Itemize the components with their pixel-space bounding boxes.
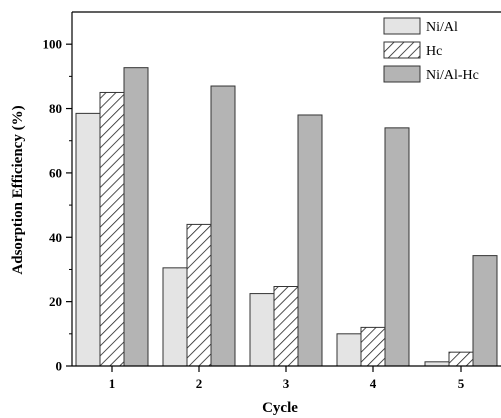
legend-swatch-ni-al [383,17,421,35]
bar-hc-cycle-5 [448,351,474,367]
y-tick-label: 80 [49,101,62,116]
bar-ni-al-hc-cycle-4 [384,127,410,367]
bar-ni-al-cycle-2 [162,267,188,367]
legend-label: Ni/Al [426,20,458,35]
x-tick-label: 4 [370,376,377,391]
x-tick-label: 3 [283,376,290,391]
bar-hc-cycle-3 [273,286,299,367]
bar-ni-al-hc-cycle-2 [210,85,236,367]
x-tick-label: 5 [458,376,465,391]
legend-label: Ni/Al-Hc [426,68,479,83]
x-tick-label: 2 [196,376,203,391]
y-tick-label: 0 [56,359,63,374]
bars-layer [75,67,498,367]
bar-ni-al-cycle-3 [249,293,275,367]
bar-ni-al-cycle-1 [75,112,101,367]
bar-hc-cycle-2 [186,223,212,367]
bar-ni-al-cycle-5 [424,361,450,367]
y-tick-label: 60 [49,165,62,180]
legend: Ni/Al Hc Ni/Al-Hc [380,14,501,90]
x-tick-label: 1 [109,376,116,391]
legend-label: Hc [426,44,442,59]
legend-swatch-ni-al-hc [383,65,421,83]
legend-swatch-hc [383,41,421,59]
bar-hc-cycle-4 [360,326,386,367]
y-tick-label: 100 [43,37,63,52]
y-axis-title: Adsorption Efficiency (%) [10,105,26,274]
bar-ni-al-hc-cycle-3 [297,114,323,367]
y-tick-label: 40 [49,230,62,245]
x-axis-title: Cycle [262,400,298,416]
bar-ni-al-hc-cycle-5 [472,255,498,367]
y-tick-label: 20 [49,294,62,309]
bar-hc-cycle-1 [99,91,125,367]
ticks-layer: 0 20 40 60 80 100 1 2 3 4 5 [43,37,465,391]
bar-ni-al-cycle-4 [336,333,362,367]
bar-ni-al-hc-cycle-1 [123,67,149,367]
